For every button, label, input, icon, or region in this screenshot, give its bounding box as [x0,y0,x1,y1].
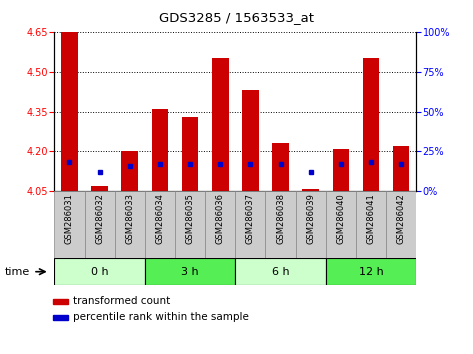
Bar [91,186,108,191]
Bar [363,58,379,191]
Bar [61,13,78,191]
Bar [302,189,319,191]
Bar [53,315,68,320]
Bar [145,191,175,258]
Text: 6 h: 6 h [272,267,289,277]
Bar [114,191,145,258]
Text: 3 h: 3 h [181,267,199,277]
Text: GSM286039: GSM286039 [306,193,315,244]
Bar [272,143,289,191]
Bar [326,191,356,258]
Bar [85,191,114,258]
Text: GSM286036: GSM286036 [216,193,225,244]
Text: GSM286041: GSM286041 [367,193,376,244]
Text: GSM286034: GSM286034 [156,193,165,244]
Bar [333,149,349,191]
Text: GSM286033: GSM286033 [125,193,134,244]
Bar [235,258,326,285]
Text: percentile rank within the sample: percentile rank within the sample [73,312,249,322]
Text: 0 h: 0 h [91,267,108,277]
Text: time: time [5,267,30,277]
Bar [265,191,296,258]
Bar [54,191,85,258]
Bar [242,90,259,191]
Text: GSM286035: GSM286035 [185,193,194,244]
Bar [393,146,410,191]
Bar [386,191,416,258]
Bar [175,191,205,258]
Text: GSM286042: GSM286042 [397,193,406,244]
Bar [152,109,168,191]
Bar [356,191,386,258]
Bar [53,299,68,304]
Bar [145,258,235,285]
Bar [326,258,416,285]
Bar [212,58,228,191]
Bar [182,117,198,191]
Text: GSM286031: GSM286031 [65,193,74,244]
Bar [235,191,265,258]
Bar [296,191,326,258]
Text: 12 h: 12 h [359,267,384,277]
Bar [54,258,145,285]
Text: GDS3285 / 1563533_at: GDS3285 / 1563533_at [159,11,314,24]
Bar [122,152,138,191]
Text: transformed count: transformed count [73,296,171,306]
Text: GSM286037: GSM286037 [246,193,255,244]
Bar [205,191,235,258]
Text: GSM286032: GSM286032 [95,193,104,244]
Text: GSM286040: GSM286040 [336,193,345,244]
Text: GSM286038: GSM286038 [276,193,285,244]
